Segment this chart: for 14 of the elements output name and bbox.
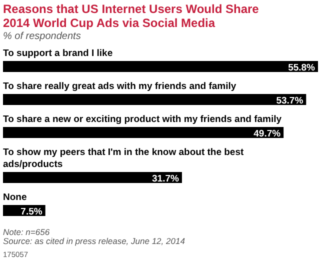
chart-subtitle: % of respondents (3, 31, 81, 42)
y-tick-label: To share really great ads with my friends and family (3, 81, 237, 92)
data-label: 53.7% (276, 96, 304, 106)
y-tick-label: None (3, 192, 27, 203)
data-label: 49.7% (254, 128, 282, 140)
y-tick-label: To show my peers that I'm in the know about the best ads/products (3, 147, 244, 170)
data-label: 55.8% (288, 62, 316, 74)
data-label: 7.5% (20, 206, 43, 218)
chart-title: Reasons that US Internet Users Would Share 2014 World Cup Ads via Social Media (3, 2, 260, 30)
y-tick-label: To share a new or exciting product with my friends and family (3, 114, 282, 125)
data-label: 31.7% (152, 174, 180, 184)
y-tick-label: To support a brand I like (3, 48, 113, 59)
source-note: Source: as cited in press release, June 12, 2014 (3, 236, 186, 246)
text: Note: n=656 (3, 227, 50, 237)
